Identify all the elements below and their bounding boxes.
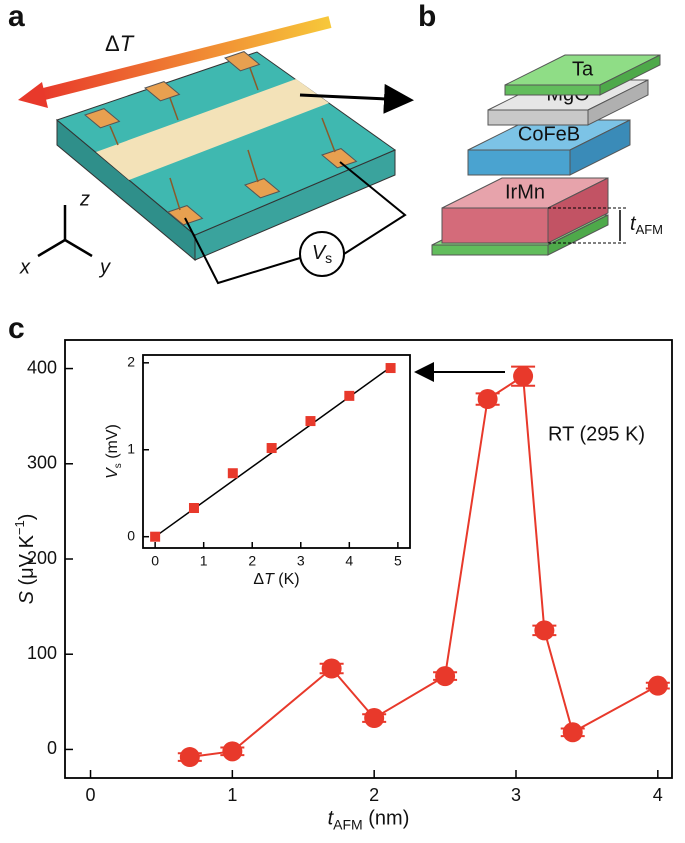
voltmeter: [299, 231, 345, 277]
data-point: [477, 389, 498, 410]
data-point: [150, 531, 161, 542]
layer-side: [547, 214, 609, 256]
data-point: [435, 666, 456, 687]
y-label-part: (mV): [104, 424, 121, 463]
x-tick-label: 0: [86, 785, 96, 805]
layer-label: CoFeB: [518, 123, 580, 145]
x-tick-label: 2: [248, 553, 256, 569]
pointer-arrow: [299, 83, 414, 114]
layer-front: [467, 149, 571, 176]
layer-label: Ta: [572, 58, 594, 80]
axis-letter: y: [98, 256, 111, 278]
x-tick-label: 1: [200, 553, 208, 569]
data-point: [534, 620, 555, 641]
y-label-part: s: [113, 463, 124, 468]
layer-front: [487, 109, 589, 126]
x-label-part: Δ: [253, 571, 264, 588]
y-tick-label: 100: [27, 643, 57, 663]
device-schematic: ΔT Vs z x y: [18, 16, 414, 285]
x-axis-label: ΔT (K): [253, 571, 299, 588]
y-label-part: ): [16, 514, 38, 521]
data-point: [344, 390, 355, 401]
x-tick-label: 2: [369, 785, 379, 805]
x-label-part: (K): [274, 571, 300, 588]
y-tick-label: 0: [47, 738, 57, 758]
thickness-marker: tAFM: [548, 207, 663, 244]
data-point: [562, 722, 583, 743]
y-tick-label: 200: [27, 548, 57, 568]
wire: [339, 161, 407, 255]
axis-letter: z: [79, 188, 90, 210]
data-point: [227, 468, 238, 479]
x-tick-label: 3: [511, 785, 521, 805]
y-label-part: −1: [12, 520, 27, 535]
layer-side: [547, 177, 609, 244]
thickness-label: tAFM: [630, 213, 663, 237]
panel-label: a: [8, 0, 25, 33]
data-line: [189, 374, 659, 759]
x-label-part: T: [264, 571, 275, 588]
panel-label: c: [8, 312, 25, 345]
y-tick-label: 300: [27, 453, 57, 473]
axes-triad: [37, 205, 93, 258]
data-point: [188, 503, 199, 514]
x-tick-label: 4: [345, 553, 353, 569]
y-label-part: V: [104, 467, 121, 479]
layer-stack: TaIrMnCoFeBMgOTa: [431, 54, 661, 256]
x-label-part: t: [328, 808, 335, 830]
y-axis-label: Vs (mV): [104, 424, 123, 479]
y-tick-label: 1: [127, 440, 135, 456]
panel-label: b: [418, 0, 436, 33]
data-point: [222, 741, 243, 762]
arrow-head: [18, 82, 48, 108]
y-tick-label: 2: [127, 354, 135, 370]
delta-t-label: ΔT: [105, 31, 135, 56]
layer-front: [504, 84, 601, 96]
x-label-part: AFM: [333, 816, 363, 832]
annotation: RT (295 K): [548, 423, 645, 445]
x-tick-label: 5: [394, 553, 402, 569]
data-point: [321, 658, 342, 679]
x-tick-label: 0: [151, 553, 159, 569]
y-label-part: S: [16, 590, 38, 604]
layer-side: [599, 54, 661, 96]
x-tick-label: 1: [227, 785, 237, 805]
y-tick-label: 400: [27, 357, 57, 377]
y-label-part: (μV K: [16, 534, 38, 591]
data-point: [266, 443, 277, 454]
plot-frame: [142, 354, 411, 549]
leads: [109, 67, 336, 211]
layer-side: [587, 79, 649, 126]
layer-label: IrMn: [505, 181, 545, 203]
x-tick-label: 3: [297, 553, 305, 569]
gradient-arrow: [38, 16, 332, 101]
layer-front: [431, 244, 549, 256]
layer-front: [441, 207, 549, 244]
x-label-part: (nm): [363, 808, 410, 830]
wire: [184, 217, 301, 285]
x-axis-label: tAFM (nm): [328, 808, 410, 832]
y-tick-label: 0: [127, 527, 135, 543]
y-axis-label: S (μV K−1): [12, 514, 38, 605]
voltage-label: Vs: [312, 242, 332, 265]
stripe: [96, 79, 329, 180]
x-tick-label: 4: [653, 785, 663, 805]
data-point: [364, 708, 385, 729]
data-point: [513, 366, 534, 387]
layer-side: [569, 119, 631, 176]
data-point: [305, 416, 316, 427]
data-point: [647, 675, 668, 696]
axis-letter: x: [19, 256, 31, 278]
data-point: [385, 363, 396, 374]
data-point: [179, 747, 200, 768]
